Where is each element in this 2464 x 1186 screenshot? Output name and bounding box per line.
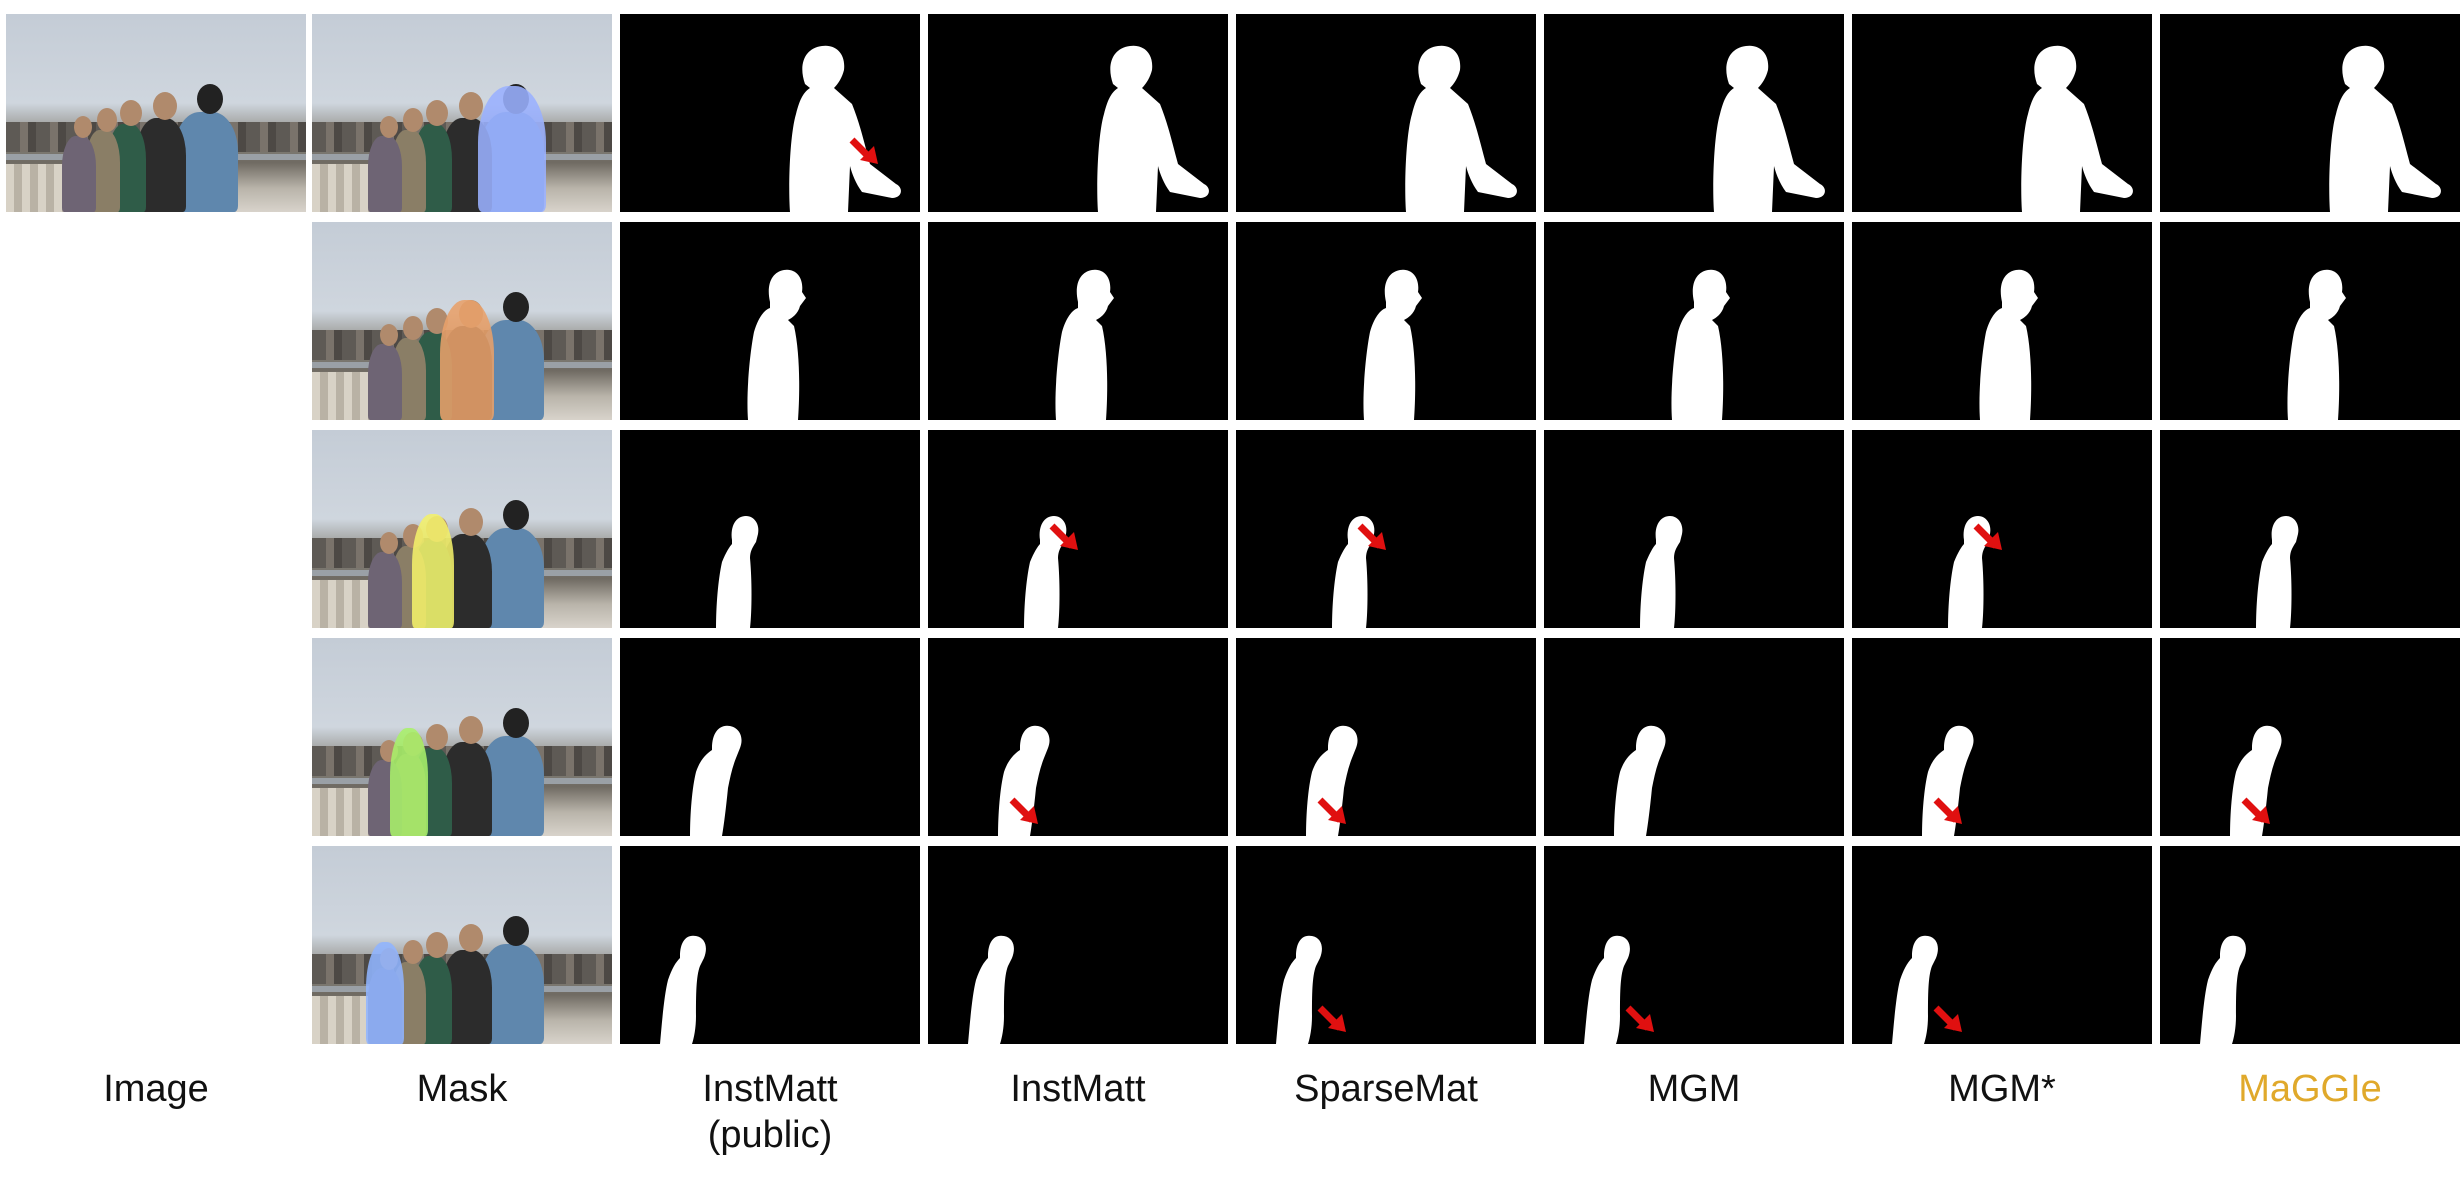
column-label-instmatt: InstMatt: [1010, 1068, 1146, 1110]
cell-woman-green-mgm: [1544, 430, 1844, 628]
cell-man-beard-instmatt_public: [620, 222, 920, 420]
cell-man-cap-sparsemat: [1236, 14, 1536, 212]
alpha-matte: [1363, 269, 1422, 420]
cell-woman-blonde-mask: [312, 638, 612, 836]
column-label-sparsemat: SparseMat: [1294, 1068, 1478, 1110]
cell-man-cap-maggie: [2160, 14, 2460, 212]
alpha-matte: [1024, 516, 1067, 628]
alpha-matte: [1276, 935, 1322, 1044]
cell-woman-green-instmatt: [928, 430, 1228, 628]
error-arrow-icon: [1933, 797, 1962, 824]
cell-woman-green-maggie: [2160, 430, 2460, 628]
cell-man-cap-instmatt: [928, 14, 1228, 212]
cell-man-beard-mgm: [1544, 222, 1844, 420]
column-label-instmatt-public: InstMatt (public): [702, 1068, 838, 1156]
alpha-matte: [1979, 269, 2038, 420]
error-arrow-icon: [1933, 1005, 1962, 1032]
error-arrow-icon: [1317, 1005, 1346, 1032]
error-arrow-icon: [1625, 1005, 1654, 1032]
cell-woman-left-mgm_star: [1852, 846, 2152, 1044]
cell-woman-blonde-mgm_star: [1852, 638, 2152, 836]
alpha-matte: [1055, 269, 1114, 420]
cell-woman-blonde-maggie: [2160, 638, 2460, 836]
error-arrow-icon: [1009, 797, 1038, 824]
alpha-matte: [1922, 725, 1974, 836]
error-arrow-icon: [1049, 523, 1078, 550]
alpha-matte: [789, 45, 901, 212]
alpha-matte: [1614, 725, 1666, 836]
alpha-matte: [716, 516, 759, 628]
cell-man-beard-mgm_star: [1852, 222, 2152, 420]
cell-woman-blonde-instmatt_public: [620, 638, 920, 836]
cell-woman-green-sparsemat: [1236, 430, 1536, 628]
column-label-mask: Mask: [416, 1068, 508, 1110]
cell-man-beard-maggie: [2160, 222, 2460, 420]
alpha-matte: [1713, 45, 1825, 212]
alpha-matte: [2200, 935, 2246, 1044]
cell-woman-left-mask: [312, 846, 612, 1044]
alpha-matte: [1332, 516, 1375, 628]
alpha-matte: [968, 935, 1014, 1044]
cell-man-beard-instmatt: [928, 222, 1228, 420]
alpha-matte: [1097, 45, 1209, 212]
alpha-matte: [1405, 45, 1517, 212]
alpha-matte: [1671, 269, 1730, 420]
error-arrow-icon: [1357, 523, 1386, 550]
cell-man-beard-sparsemat: [1236, 222, 1536, 420]
cell-woman-green-mask: [312, 430, 612, 628]
error-arrow-icon: [1973, 523, 2002, 550]
cell-man-cap-mgm_star: [1852, 14, 2152, 212]
alpha-matte: [1584, 935, 1630, 1044]
column-label-mgm: MGM: [1647, 1068, 1741, 1110]
cell-woman-left-maggie: [2160, 846, 2460, 1044]
alpha-matte: [2287, 269, 2346, 420]
error-arrow-icon: [849, 137, 878, 164]
error-arrow-icon: [2241, 797, 2270, 824]
cell-man-beard-mask: [312, 222, 612, 420]
column-label-maggie: MaGGIe: [2238, 1068, 2382, 1110]
error-arrow-icon: [1317, 797, 1346, 824]
alpha-matte: [998, 725, 1050, 836]
alpha-matte: [2021, 45, 2133, 212]
alpha-matte: [1306, 725, 1358, 836]
alpha-matte: [1948, 516, 1991, 628]
cell-woman-blonde-sparsemat: [1236, 638, 1536, 836]
column-label-mgm-star: MGM*: [1948, 1068, 2056, 1110]
alpha-matte: [747, 269, 806, 420]
cell-man-cap-mask: [312, 14, 612, 212]
cell-woman-blonde-instmatt: [928, 638, 1228, 836]
cell-woman-left-instmatt_public: [620, 846, 920, 1044]
cell-woman-green-mgm_star: [1852, 430, 2152, 628]
cell-woman-left-mgm: [1544, 846, 1844, 1044]
cell-man-cap-instmatt_public: [620, 14, 920, 212]
alpha-matte: [2329, 45, 2441, 212]
alpha-matte: [2256, 516, 2299, 628]
alpha-matte: [690, 725, 742, 836]
cell-woman-green-instmatt_public: [620, 430, 920, 628]
cell-woman-blonde-mgm: [1544, 638, 1844, 836]
alpha-matte: [1892, 935, 1938, 1044]
alpha-matte: [2230, 725, 2282, 836]
column-label-image: Image: [103, 1068, 209, 1110]
cell-man-cap-mgm: [1544, 14, 1844, 212]
cell-man-cap-image: [6, 14, 306, 212]
cell-woman-left-instmatt: [928, 846, 1228, 1044]
alpha-matte: [660, 935, 706, 1044]
cell-woman-left-sparsemat: [1236, 846, 1536, 1044]
alpha-matte: [1640, 516, 1683, 628]
